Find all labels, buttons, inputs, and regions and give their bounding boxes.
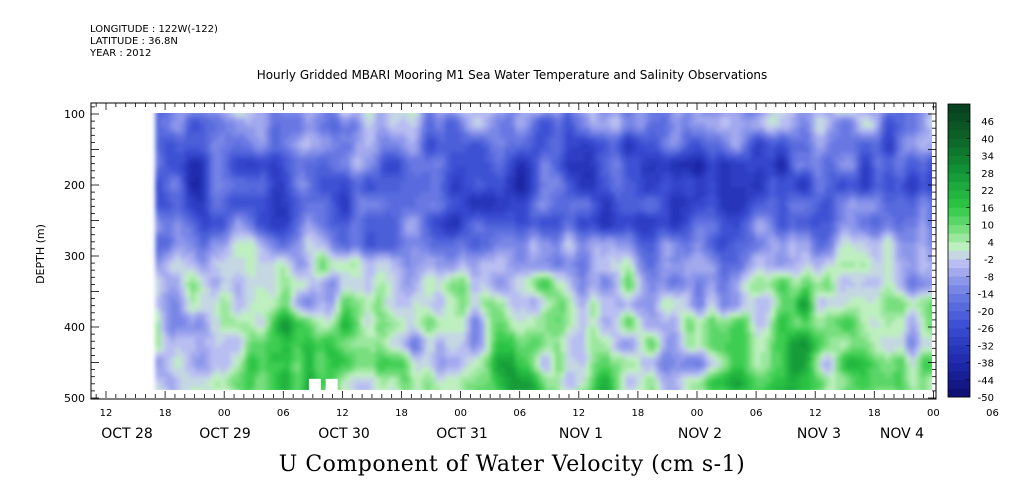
colorbar-label: -2 [984, 255, 994, 266]
colorbar-segment [948, 293, 970, 303]
colorbar-segment [948, 302, 970, 312]
colorbar-label: 16 [981, 203, 994, 214]
chart-title: Hourly Gridded MBARI Mooring M1 Sea Wate… [0, 68, 1009, 82]
x-day-label: NOV 4 [880, 426, 924, 442]
x-tick-label: 18 [395, 408, 408, 419]
colorbar-segment [948, 216, 970, 226]
colorbar-segment [948, 129, 970, 139]
colorbar-label: 4 [988, 238, 994, 249]
colorbar-segment [948, 207, 970, 217]
colorbar-label: -44 [978, 376, 994, 387]
colorbar-label: -32 [978, 341, 994, 352]
colorbar-segment [948, 172, 970, 182]
colorbar-label: -8 [984, 272, 994, 283]
colorbar-segment [948, 276, 970, 286]
colorbar-label: -38 [978, 359, 994, 370]
colorbar-segment [948, 198, 970, 208]
x-tick-label: 06 [277, 408, 290, 419]
missing-data-patch [325, 378, 338, 390]
colorbar-segment [948, 379, 970, 389]
colorbar: 46 40 34 28 22 16 10 4 -2 -8 -14 -20 -26 -32 -38 -44 -50 [947, 103, 994, 404]
x-day-label: OCT 29 [199, 426, 251, 442]
colorbar-label: 46 [981, 117, 994, 128]
latitude-label: LATITUDE : 36.8N [90, 36, 178, 48]
colorbar-segment [948, 371, 970, 381]
colorbar-segment [948, 259, 970, 269]
colorbar-segment [948, 121, 970, 131]
x-tick-label: 06 [986, 408, 999, 419]
colorbar-segment [948, 310, 970, 320]
x-tick-label: 12 [336, 408, 349, 419]
y-tick-label: 200 [64, 179, 85, 192]
x-tick-label: 18 [632, 408, 645, 419]
x-day-label: OCT 28 [101, 426, 153, 442]
colorbar-label: 34 [981, 152, 994, 163]
colorbar-segment [948, 267, 970, 277]
x-tick-label: 06 [750, 408, 763, 419]
x-day-label: NOV 1 [559, 426, 603, 442]
colorbar-segment [948, 138, 970, 148]
colorbar-segment [948, 362, 970, 372]
x-tick-label: 12 [809, 408, 822, 419]
colorbar-segment [948, 250, 970, 260]
velocity-field [155, 113, 932, 390]
colorbar-label: 10 [981, 221, 994, 232]
colorbar-segment [948, 190, 970, 200]
x-day-label: NOV 3 [797, 426, 841, 442]
colorbar-segment [948, 241, 970, 251]
colorbar-label: -26 [978, 324, 994, 335]
colorbar-segment [948, 164, 970, 174]
x-tick-label: 12 [100, 408, 113, 419]
plot-frame [90, 102, 937, 400]
x-tick-label: 18 [159, 408, 172, 419]
longitude-label: LONGITUDE : 122W(-122) [90, 24, 218, 36]
x-tick-label: 18 [868, 408, 881, 419]
y-tick-label: 100 [64, 108, 85, 121]
x-tick-label: 00 [218, 408, 231, 419]
colorbar-frame [947, 103, 971, 398]
y-tick-label: 400 [64, 321, 85, 334]
year-label: YEAR : 2012 [90, 48, 151, 60]
colorbar-segment [948, 112, 970, 122]
x-tick-label: 00 [691, 408, 704, 419]
colorbar-segment [948, 104, 970, 114]
colorbar-segment [948, 388, 970, 398]
colorbar-segment [948, 336, 970, 346]
y-axis-label: DEPTH (m) [34, 224, 47, 284]
colorbar-label: 22 [981, 186, 994, 197]
colorbar-segment [948, 345, 970, 355]
y-tick-label: 500 [64, 392, 85, 405]
axis-ticks: 1218000612180006121800061218000612180006… [64, 103, 999, 442]
x-day-label: OCT 30 [318, 426, 370, 442]
colorbar-label: -14 [978, 290, 994, 301]
x-day-label: NOV 2 [678, 426, 722, 442]
colorbar-segment [948, 233, 970, 243]
colorbar-segment [948, 155, 970, 165]
colorbar-label: 40 [981, 134, 994, 145]
colorbar-segment [948, 353, 970, 363]
x-tick-label: 06 [513, 408, 526, 419]
colorbar-label: 28 [981, 169, 994, 180]
colorbar-segment [948, 319, 970, 329]
colorbar-segment [948, 181, 970, 191]
colorbar-segment [948, 147, 970, 157]
x-tick-label: 00 [454, 408, 467, 419]
colorbar-segment [948, 224, 970, 234]
x-tick-label: 12 [572, 408, 585, 419]
missing-data-patch [308, 378, 321, 390]
x-tick-label: 00 [927, 408, 940, 419]
colorbar-segment [948, 284, 970, 294]
y-tick-label: 300 [64, 250, 85, 263]
colorbar-label: -50 [978, 393, 994, 404]
x-day-label: OCT 31 [436, 426, 488, 442]
chart-caption: U Component of Water Velocity (cm s-1) [0, 452, 1009, 477]
colorbar-segment [948, 328, 970, 338]
colorbar-label: -20 [978, 307, 994, 318]
